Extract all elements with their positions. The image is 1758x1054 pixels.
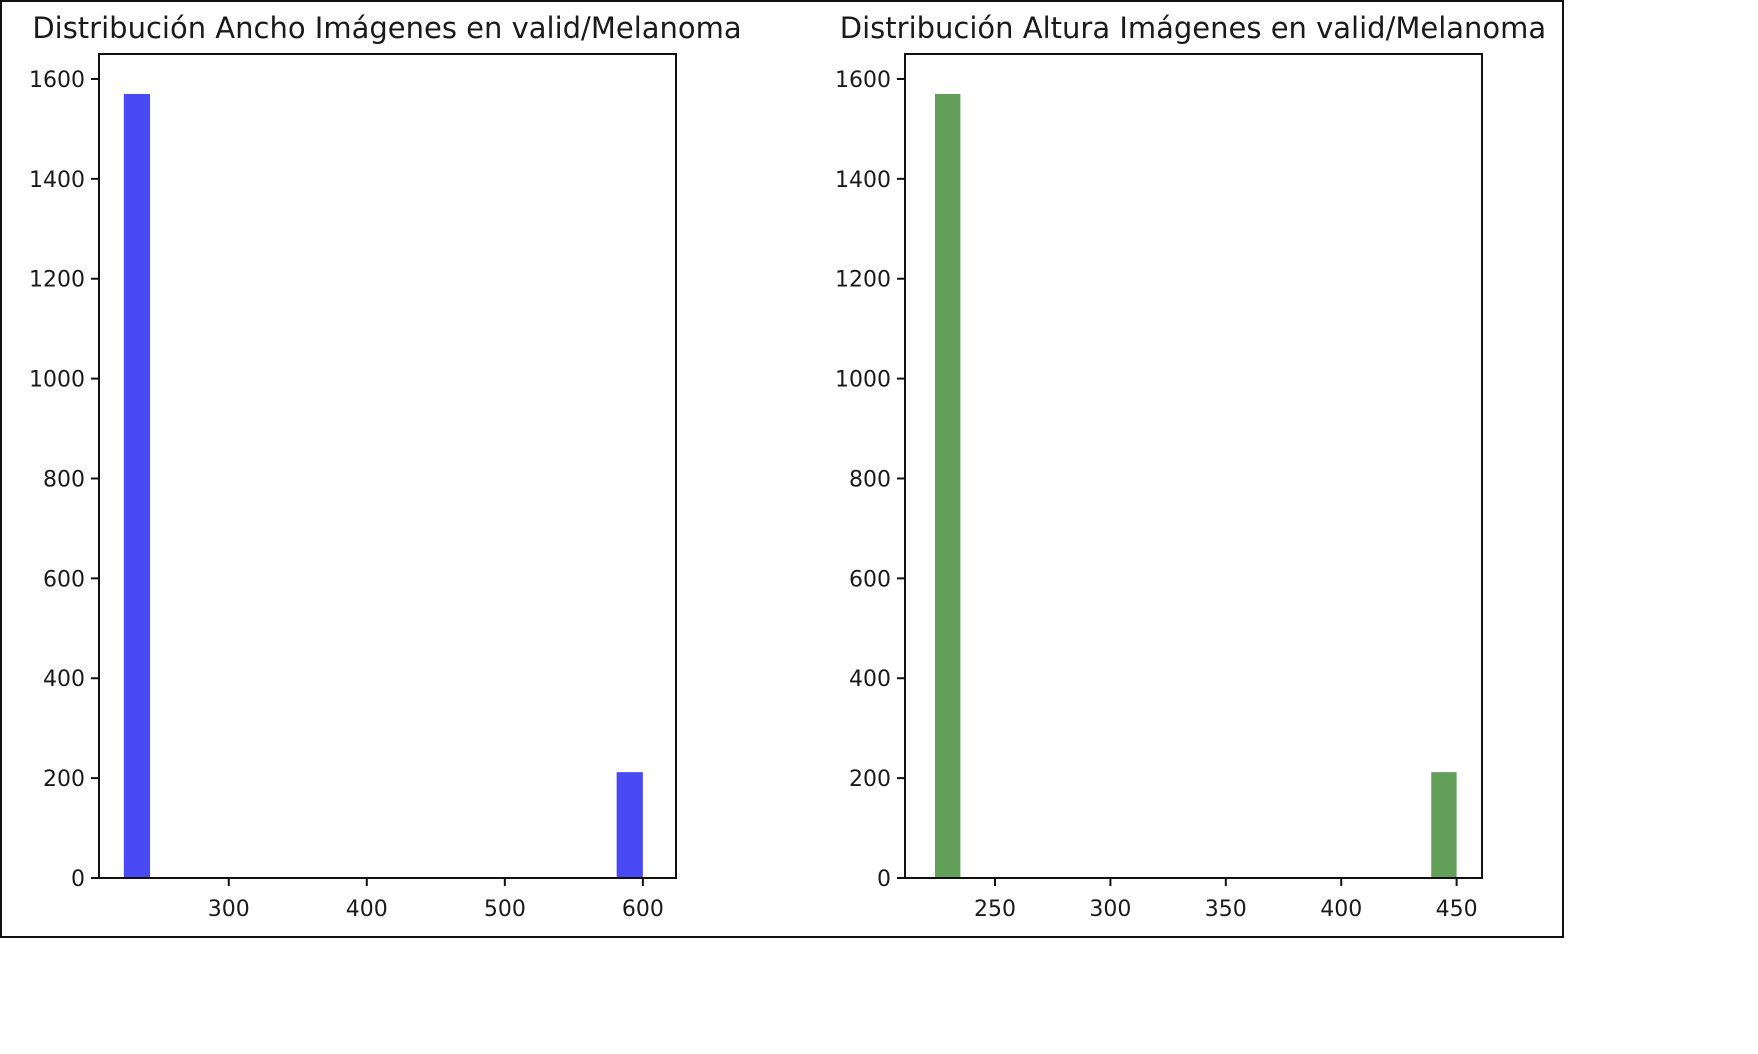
height-histogram: Distribución Altura Imágenes en valid/Me… <box>835 11 1546 922</box>
y-tick-label: 1600 <box>29 68 85 93</box>
y-tick-label: 600 <box>849 567 891 592</box>
y-tick-label: 800 <box>43 467 85 492</box>
y-tick-label: 1400 <box>29 168 85 193</box>
y-tick-label: 0 <box>877 867 891 892</box>
histogram-bar <box>935 93 961 878</box>
x-tick-label: 250 <box>974 897 1016 922</box>
y-tick-label: 1400 <box>835 168 891 193</box>
chart-title: Distribución Ancho Imágenes en valid/Mel… <box>32 11 741 45</box>
y-tick-label: 1200 <box>835 268 891 293</box>
histogram-bar <box>123 93 151 878</box>
x-tick-label: 450 <box>1436 897 1478 922</box>
x-tick-label: 600 <box>622 897 664 922</box>
width-histogram: Distribución Ancho Imágenes en valid/Mel… <box>29 11 742 922</box>
chart-title: Distribución Altura Imágenes en valid/Me… <box>840 11 1546 45</box>
plot-area <box>98 53 677 879</box>
histogram-bar <box>616 772 643 878</box>
y-tick-label: 400 <box>43 667 85 692</box>
y-tick-label: 200 <box>849 767 891 792</box>
y-tick-label: 1000 <box>29 368 85 393</box>
histogram-bar <box>1431 772 1457 878</box>
x-tick-label: 300 <box>1089 897 1131 922</box>
y-tick-label: 400 <box>849 667 891 692</box>
x-tick-label: 500 <box>484 897 526 922</box>
y-tick-label: 200 <box>43 767 85 792</box>
x-tick-label: 400 <box>346 897 388 922</box>
figure-frame <box>0 0 1564 938</box>
y-tick-label: 1600 <box>835 68 891 93</box>
y-tick-label: 0 <box>71 867 85 892</box>
y-tick-label: 600 <box>43 567 85 592</box>
y-tick-label: 800 <box>849 467 891 492</box>
x-tick-label: 400 <box>1320 897 1362 922</box>
x-tick-label: 350 <box>1205 897 1247 922</box>
plot-area <box>904 53 1483 879</box>
y-tick-label: 1000 <box>835 368 891 393</box>
x-tick-label: 300 <box>208 897 250 922</box>
y-tick-label: 1200 <box>29 268 85 293</box>
